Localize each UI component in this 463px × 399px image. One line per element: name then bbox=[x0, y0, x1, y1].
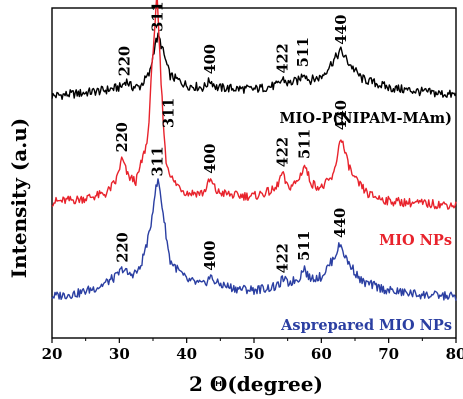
peak-label: 311 bbox=[150, 1, 167, 31]
series-line-1 bbox=[51, 32, 457, 100]
series-label-2: MIO NPs bbox=[379, 232, 452, 249]
peak-label: 220 bbox=[115, 232, 132, 262]
peak-label: 311 bbox=[150, 146, 167, 176]
y-axis-label: Intensity (a.u) bbox=[7, 118, 31, 278]
x-tick-label: 60 bbox=[311, 345, 332, 363]
x-tick-label: 20 bbox=[42, 345, 63, 363]
series-label-1: MIO-P(NIPAM-MAm) bbox=[280, 110, 453, 127]
plot-frame bbox=[51, 7, 457, 339]
peak-label: 400 bbox=[202, 144, 219, 174]
peak-label: 422 bbox=[274, 43, 291, 73]
x-tick-label: 70 bbox=[378, 345, 399, 363]
series-label-3: Asprepared MIO NPs bbox=[280, 317, 452, 334]
peak-label: 440 bbox=[332, 208, 349, 238]
peak-label: 511 bbox=[296, 231, 313, 261]
peak-label: 440 bbox=[333, 15, 350, 45]
x-axis-label: 2 Θ(degree) bbox=[189, 372, 323, 396]
peak-label: 422 bbox=[274, 243, 291, 273]
series-line-3 bbox=[51, 178, 457, 301]
series-line-2 bbox=[51, 0, 457, 210]
peak-label: 440 bbox=[333, 100, 350, 130]
peak-label: 400 bbox=[202, 241, 219, 271]
peak-label: 511 bbox=[295, 37, 312, 67]
x-tick-label: 80 bbox=[446, 345, 463, 363]
x-tick-label: 40 bbox=[176, 345, 197, 363]
peak-label: 511 bbox=[297, 129, 314, 159]
peak-label: 400 bbox=[202, 44, 219, 74]
peak-label: 220 bbox=[117, 46, 134, 76]
x-tick-label: 30 bbox=[109, 345, 130, 363]
peak-label: 422 bbox=[274, 137, 291, 167]
x-tick-label: 50 bbox=[244, 345, 265, 363]
peak-label: 311 bbox=[161, 98, 178, 128]
peak-label: 220 bbox=[114, 122, 131, 152]
